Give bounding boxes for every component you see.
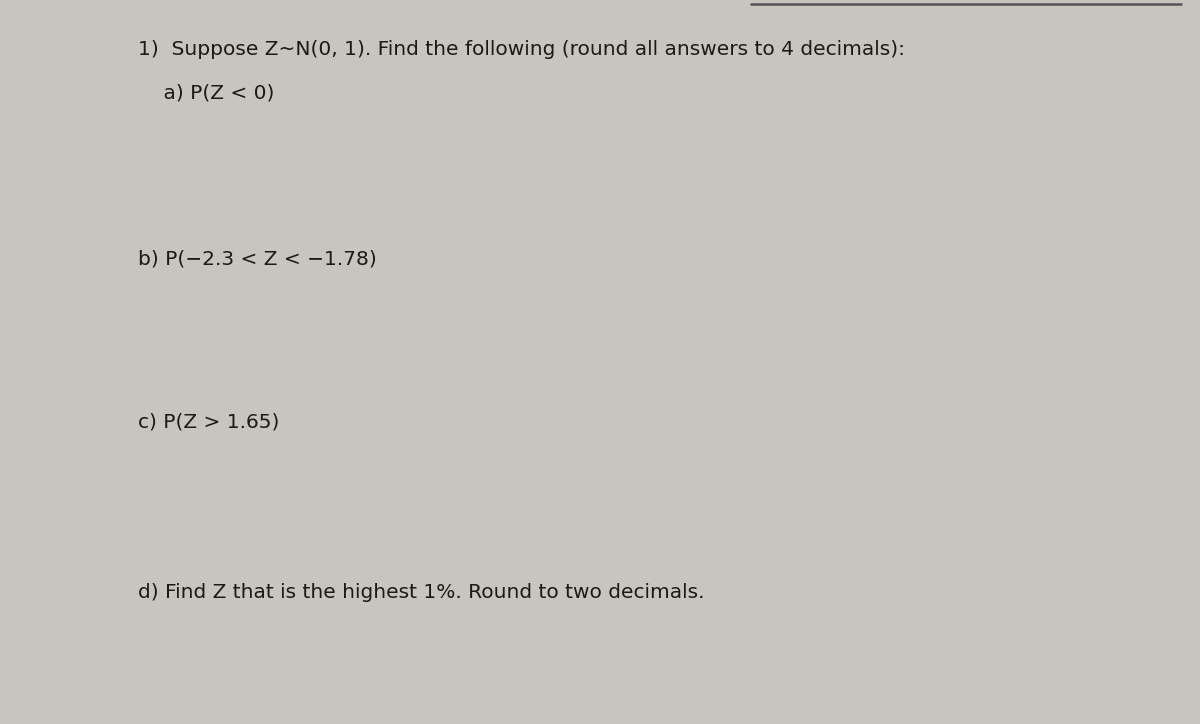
Text: 1)  Suppose Z∼N(0, 1). Find the following (round all answers to 4 decimals):: 1) Suppose Z∼N(0, 1). Find the following… (138, 40, 905, 59)
Text: a) P(Z < 0): a) P(Z < 0) (138, 83, 275, 102)
Text: c) P(Z > 1.65): c) P(Z > 1.65) (138, 413, 280, 432)
Text: b) P(−2.3 < Z < −1.78): b) P(−2.3 < Z < −1.78) (138, 250, 377, 269)
Text: d) Find Z that is the highest 1%. Round to two decimals.: d) Find Z that is the highest 1%. Round … (138, 583, 704, 602)
